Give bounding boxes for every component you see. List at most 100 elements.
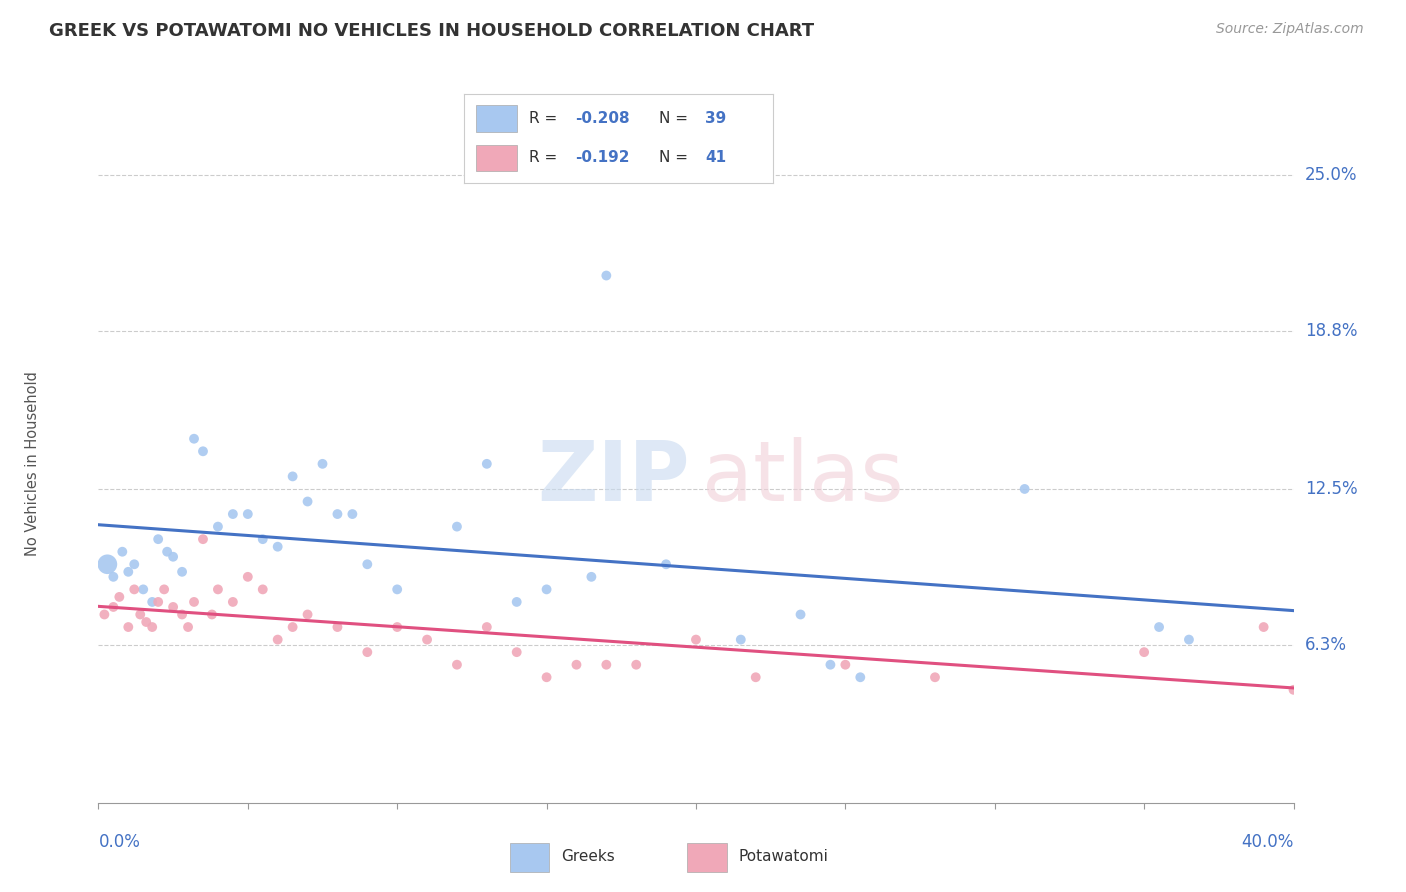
Point <box>506 645 529 659</box>
Point <box>326 620 349 634</box>
Point <box>820 657 842 672</box>
Text: 25.0%: 25.0% <box>1305 166 1357 184</box>
Point <box>446 657 468 672</box>
Point <box>93 607 115 622</box>
Text: 41: 41 <box>706 151 727 165</box>
Point <box>1282 682 1305 697</box>
Point <box>191 444 214 458</box>
Point <box>252 582 274 597</box>
Point <box>1133 645 1156 659</box>
Point <box>730 632 752 647</box>
Point <box>201 607 224 622</box>
Point <box>108 590 131 604</box>
Point <box>789 607 811 622</box>
Text: ZIP: ZIP <box>537 437 690 518</box>
Point <box>156 545 179 559</box>
Text: Source: ZipAtlas.com: Source: ZipAtlas.com <box>1216 22 1364 37</box>
Text: R =: R = <box>529 151 562 165</box>
Point <box>124 582 146 597</box>
Point <box>624 657 647 672</box>
Point <box>222 595 245 609</box>
Text: -0.208: -0.208 <box>575 112 630 126</box>
Text: 18.8%: 18.8% <box>1305 322 1357 340</box>
Point <box>385 620 409 634</box>
FancyBboxPatch shape <box>477 145 516 171</box>
Point <box>685 632 707 647</box>
Point <box>111 545 134 559</box>
Point <box>103 570 125 584</box>
Point <box>281 620 304 634</box>
Point <box>177 620 200 634</box>
Point <box>103 599 125 614</box>
Point <box>117 620 139 634</box>
Point <box>162 599 184 614</box>
Point <box>236 507 259 521</box>
Text: 40.0%: 40.0% <box>1241 833 1294 851</box>
Point <box>236 570 259 584</box>
Point <box>129 607 152 622</box>
Text: 39: 39 <box>706 112 727 126</box>
Point <box>267 632 290 647</box>
Point <box>1147 620 1170 634</box>
Point <box>191 532 214 546</box>
Point <box>1253 620 1275 634</box>
Point <box>297 607 319 622</box>
Point <box>595 268 617 283</box>
Point <box>183 432 205 446</box>
Point <box>1178 632 1201 647</box>
Point <box>475 620 498 634</box>
Point <box>416 632 439 647</box>
Text: 6.3%: 6.3% <box>1305 636 1347 654</box>
Text: N =: N = <box>659 112 693 126</box>
Point <box>475 457 498 471</box>
Point <box>222 507 245 521</box>
Point <box>117 565 139 579</box>
FancyBboxPatch shape <box>477 105 516 132</box>
Text: 0.0%: 0.0% <box>98 833 141 851</box>
Point <box>536 670 558 684</box>
Point <box>281 469 304 483</box>
Point <box>506 595 529 609</box>
Point <box>153 582 176 597</box>
Point <box>924 670 946 684</box>
Point <box>385 582 409 597</box>
Point <box>356 558 378 572</box>
Point <box>536 582 558 597</box>
Point <box>834 657 856 672</box>
Point <box>183 595 205 609</box>
Point <box>96 558 118 572</box>
Text: atlas: atlas <box>702 437 904 518</box>
Text: No Vehicles in Household: No Vehicles in Household <box>25 371 41 557</box>
Point <box>311 457 333 471</box>
Point <box>595 657 617 672</box>
FancyBboxPatch shape <box>510 843 550 872</box>
Point <box>148 532 170 546</box>
Point <box>124 558 146 572</box>
Point <box>135 615 157 629</box>
Text: 12.5%: 12.5% <box>1305 480 1357 498</box>
Point <box>141 595 163 609</box>
Text: -0.192: -0.192 <box>575 151 630 165</box>
Point <box>141 620 163 634</box>
Point <box>207 582 229 597</box>
Point <box>172 565 194 579</box>
Point <box>162 549 184 564</box>
Point <box>565 657 588 672</box>
Point <box>655 558 678 572</box>
Point <box>132 582 155 597</box>
Text: Potawatomi: Potawatomi <box>738 849 828 863</box>
Text: GREEK VS POTAWATOMI NO VEHICLES IN HOUSEHOLD CORRELATION CHART: GREEK VS POTAWATOMI NO VEHICLES IN HOUSE… <box>49 22 814 40</box>
Text: Greeks: Greeks <box>561 849 614 863</box>
Point <box>252 532 274 546</box>
Text: R =: R = <box>529 112 562 126</box>
Point <box>326 507 349 521</box>
Point <box>849 670 872 684</box>
Point <box>356 645 378 659</box>
Point <box>1014 482 1036 496</box>
Point <box>148 595 170 609</box>
Point <box>342 507 364 521</box>
Point <box>172 607 194 622</box>
FancyBboxPatch shape <box>688 843 727 872</box>
Point <box>446 519 468 533</box>
Point <box>207 519 229 533</box>
